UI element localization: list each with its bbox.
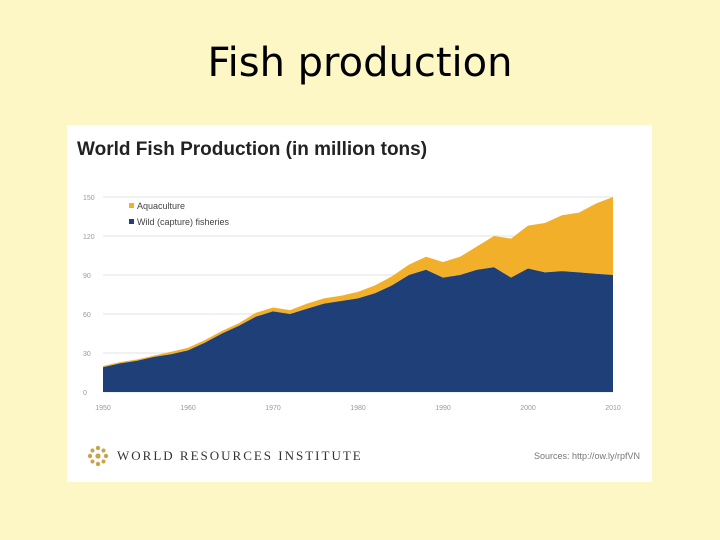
slide-title: Fish production bbox=[207, 40, 513, 86]
y-tick-label: 60 bbox=[83, 312, 91, 319]
x-tick-label: 1980 bbox=[350, 405, 366, 412]
wild-capture-area bbox=[103, 267, 613, 392]
area-chart: 0 30 60 90 120 150 1950 1960 1970 1980 1990 2000 201… bbox=[83, 195, 621, 412]
chart-panel: World Fish Production (in million tons) … bbox=[67, 125, 652, 482]
legend-label-aquaculture: Aquaculture bbox=[137, 201, 185, 211]
x-tick-label: 1970 bbox=[265, 405, 281, 412]
legend-label-wild: Wild (capture) fisheries bbox=[137, 217, 230, 227]
x-tick-label: 2010 bbox=[605, 405, 621, 412]
chart-title: World Fish Production (in million tons) bbox=[77, 139, 428, 160]
legend-swatch-wild bbox=[129, 219, 134, 224]
org-name: WORLD RESOURCES INSTITUTE bbox=[117, 448, 363, 463]
x-tick-label: 2000 bbox=[520, 405, 536, 412]
x-tick-label: 1960 bbox=[180, 405, 196, 412]
source-text: Sources: http://ow.ly/rpfVN bbox=[533, 451, 640, 461]
y-tick-label: 30 bbox=[83, 351, 91, 358]
legend-swatch-aquaculture bbox=[129, 203, 134, 208]
x-tick-label: 1950 bbox=[95, 405, 111, 412]
y-tick-label: 90 bbox=[83, 273, 91, 280]
x-tick-label: 1990 bbox=[435, 405, 451, 412]
wri-emblem-icon bbox=[87, 445, 109, 467]
y-tick-label: 0 bbox=[83, 390, 87, 397]
y-tick-label: 120 bbox=[83, 234, 95, 241]
y-tick-label: 150 bbox=[83, 195, 95, 202]
wri-logo: WORLD RESOURCES INSTITUTE bbox=[87, 445, 363, 467]
